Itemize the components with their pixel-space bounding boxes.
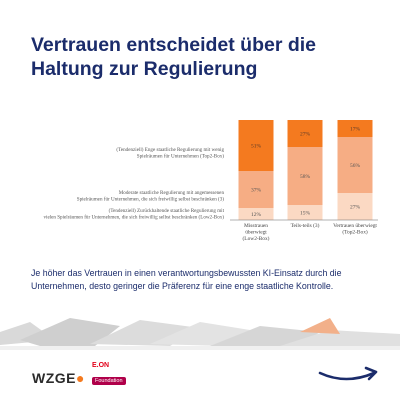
wzge-logo-dot: ● xyxy=(76,370,85,386)
legend-label: Spielräumen für Unternehmen, die sich fr… xyxy=(77,196,225,203)
category-label: überwiegt xyxy=(245,230,267,236)
chart-bars: 12% 37% 51% 15% 58% 27% 27% 56% 17% xyxy=(238,120,373,220)
eon-foundation-logo: E.ON Foundation xyxy=(92,362,142,386)
data-label: 58% xyxy=(300,174,311,180)
data-label: 51% xyxy=(251,144,262,150)
page-title: Vertrauen entscheidet über die Haltung z… xyxy=(31,34,317,80)
bar-segment xyxy=(287,205,323,220)
legend-label: Moderate staatliche Regulierung mit ange… xyxy=(119,190,225,196)
bar-segment xyxy=(238,171,274,208)
eon-foundation-label: Foundation xyxy=(92,377,126,385)
category-label: (Top2-Box) xyxy=(342,229,368,236)
wzge-logo: WZGE● xyxy=(32,370,85,386)
data-label: 27% xyxy=(350,205,361,211)
data-label: 17% xyxy=(350,127,361,133)
wzge-logo-text: WZGE xyxy=(32,370,76,386)
chart-legend: (Tendenziell) Zurückhaltende staatliche … xyxy=(44,146,225,221)
data-label: 27% xyxy=(300,132,311,138)
category-label: Misstrauen xyxy=(244,223,268,229)
data-label: 56% xyxy=(350,163,361,169)
bar-segment xyxy=(337,137,373,193)
legend-label: (Tendenziell) Enge staatliche Regulierun… xyxy=(116,146,224,153)
data-label: 15% xyxy=(300,211,311,217)
bar-segment xyxy=(337,120,373,137)
data-label: 12% xyxy=(251,212,262,218)
category-label: Vertrauen überwiegt xyxy=(333,223,377,229)
bar-segment xyxy=(287,147,323,205)
category-label: (Low2-Box) xyxy=(243,235,270,242)
bar-segment xyxy=(287,120,323,147)
legend-label: vielen Spielräumen für Unternehmen, die … xyxy=(44,214,225,221)
category-label: Teils-teils (3) xyxy=(291,222,320,229)
next-arrow-icon[interactable] xyxy=(318,365,380,387)
summary-text: Je höher das Vertrauen in einen verantwo… xyxy=(31,268,342,291)
data-label: 37% xyxy=(251,188,262,194)
bar-segment xyxy=(337,193,373,220)
legend-label: Spielräumen für Unternehmen (Top2-Box) xyxy=(137,153,225,160)
eon-logo-mark: E.ON xyxy=(92,362,110,369)
bar-segment xyxy=(238,120,274,171)
bar-segment xyxy=(238,208,274,220)
legend-label: (Tendenziell) Zurückhaltende staatliche … xyxy=(109,207,225,214)
